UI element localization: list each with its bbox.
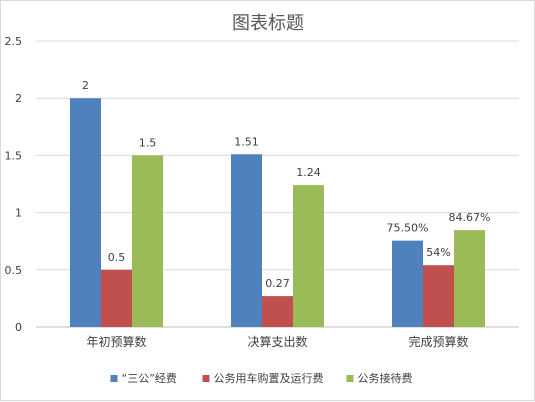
bar [101,269,132,327]
data-label: 0.27 [265,277,290,290]
y-tick-label: 0 [15,321,22,334]
legend-swatch [202,375,210,382]
chart-title: 图表标题 [232,13,304,34]
bar [423,265,454,327]
category-label: 年初预算数 [86,334,146,349]
data-label: 1.5 [139,136,157,149]
bar [454,230,485,327]
bar [231,154,262,327]
y-tick-label: 1 [15,207,22,220]
y-tick-label: 2 [15,92,22,105]
bar [262,296,293,327]
legend-swatch [110,375,118,382]
bar [392,240,423,327]
category-label: 决算支出数 [247,334,307,349]
y-axis-ticks: 0 0.5 1 1.5 2 2.5 [5,35,23,334]
data-label: 75.50% [387,222,429,235]
data-label: 0.5 [108,251,126,264]
category-label: 完成预算数 [408,334,468,349]
y-tick-label: 1.5 [5,149,23,162]
data-label: 84.67% [449,211,491,224]
data-label: 54% [426,246,450,259]
y-tick-label: 0.5 [5,264,23,277]
y-tick-label: 2.5 [5,35,23,48]
legend-entry: 公务用车购置及运行费 [214,371,324,385]
legend-swatch [346,375,354,382]
legend-entry: “三公”经费 [122,372,177,385]
bars [70,98,485,327]
legend-entry: 公务接待费 [358,371,413,385]
category-labels: 年初预算数 决算支出数 完成预算数 [86,334,468,349]
legend: “三公”经费 公务用车购置及运行费 公务接待费 [110,371,413,385]
bar [132,155,163,327]
data-label: 1.24 [296,166,321,179]
bar [70,98,101,327]
data-label: 1.51 [234,135,259,148]
data-labels: 2 0.5 1.5 1.51 0.27 1.24 75.50% 54% 84.67% [82,79,490,290]
bar [293,185,324,327]
data-label: 2 [82,79,89,92]
